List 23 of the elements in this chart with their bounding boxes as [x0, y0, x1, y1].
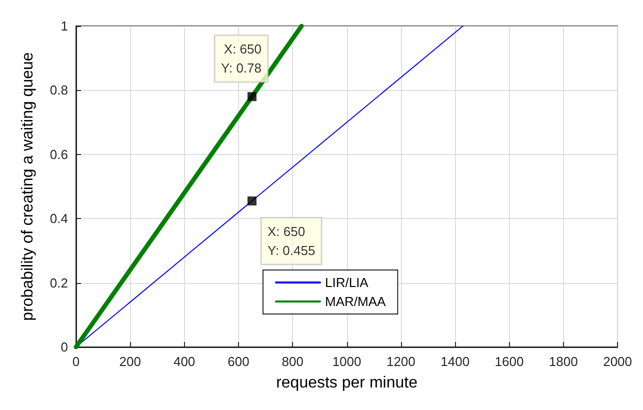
y-tick-label: 0.4 — [50, 211, 68, 226]
x-tick-label: 200 — [119, 354, 142, 369]
x-tick-label: 1400 — [440, 354, 470, 369]
x-tick-label: 600 — [228, 354, 250, 369]
annotation: X: 650 Y: 0.78 — [221, 42, 262, 76]
x-tick-label: 1800 — [548, 354, 578, 369]
x-tick-label: 800 — [282, 354, 304, 369]
x-tick-label: 2000 — [603, 354, 632, 369]
x-tick-label: 1200 — [386, 354, 416, 369]
y-tick-label: 0.2 — [50, 275, 68, 290]
annotation: X: 650 Y: 0.455 — [268, 224, 316, 258]
y-axis-title: probability of creating a waiting queue — [20, 52, 36, 321]
y-tick-label: 0.8 — [50, 82, 68, 98]
legend-label: MAR/MAA — [325, 294, 386, 309]
y-tick-label: 0.6 — [50, 146, 68, 162]
x-tick-label: 0 — [72, 354, 80, 369]
y-tick-label: 0 — [60, 340, 68, 354]
x-tick-label: 400 — [173, 354, 196, 369]
x-tick-label: 1000 — [332, 354, 362, 369]
x-tick-label: 1600 — [494, 354, 524, 369]
x-axis-title: requests per minute — [276, 374, 418, 392]
legend-label: LIR/LIA — [325, 275, 369, 290]
y-tick-label: 1 — [60, 18, 68, 34]
